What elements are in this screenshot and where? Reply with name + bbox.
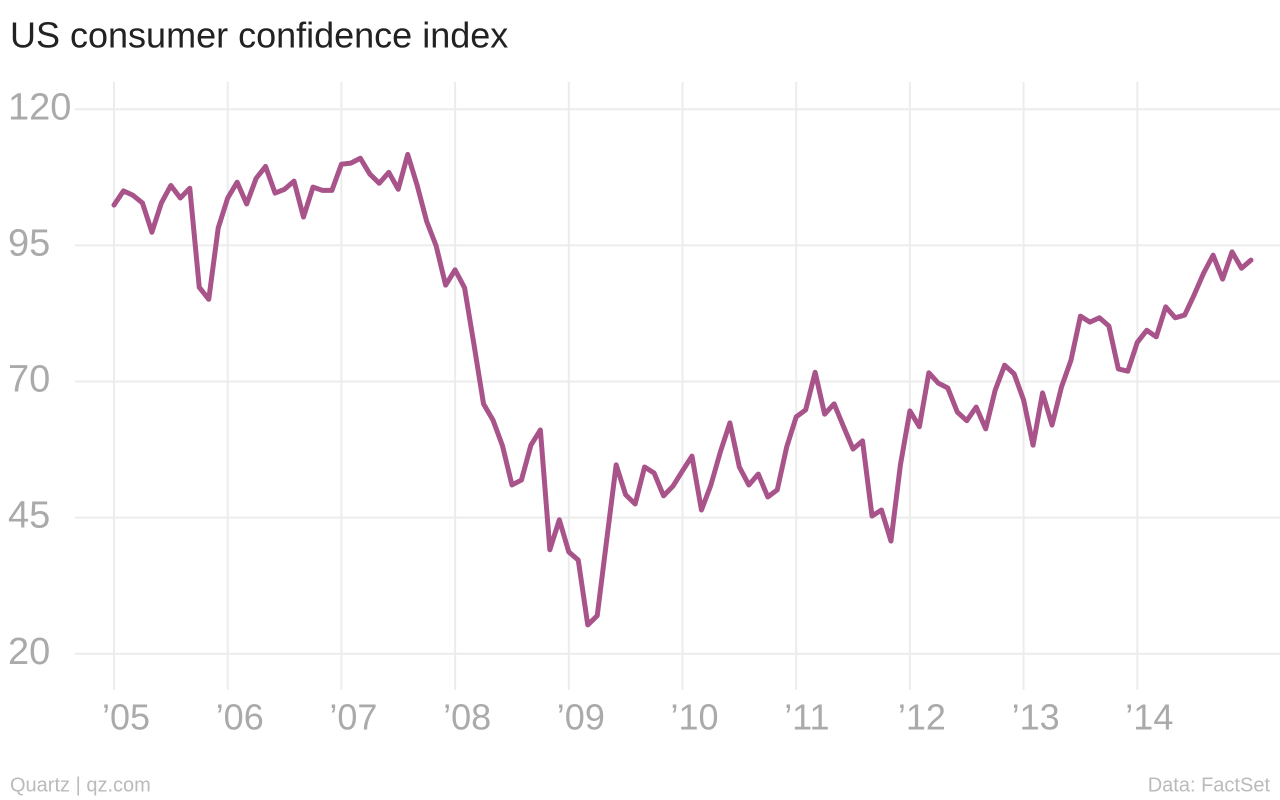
x-tick-label: ’05 [102,697,150,738]
x-tick-label: ’08 [443,697,491,738]
y-tick-label: 70 [8,359,50,401]
x-tick-label: ’09 [557,697,605,738]
x-tick-label: ’11 [784,697,829,738]
y-tick-label: 120 [8,86,71,128]
x-tick-label: ’14 [1125,697,1173,738]
source-left: Quartz | qz.com [10,774,151,796]
y-tick-label: 20 [8,631,50,673]
line [111,151,1254,628]
x-tick-label: ’10 [671,697,719,738]
y-tick-label: 95 [8,222,50,264]
x-tick-label: ’12 [898,697,946,738]
x-tick-label: ’13 [1012,697,1060,738]
x-tick-label: ’06 [216,697,264,738]
chart-title: US consumer confidence index [10,15,508,56]
source-right: Data: FactSet [1148,774,1271,796]
x-tick-label: ’07 [329,697,377,738]
y-tick-label: 45 [8,495,50,537]
